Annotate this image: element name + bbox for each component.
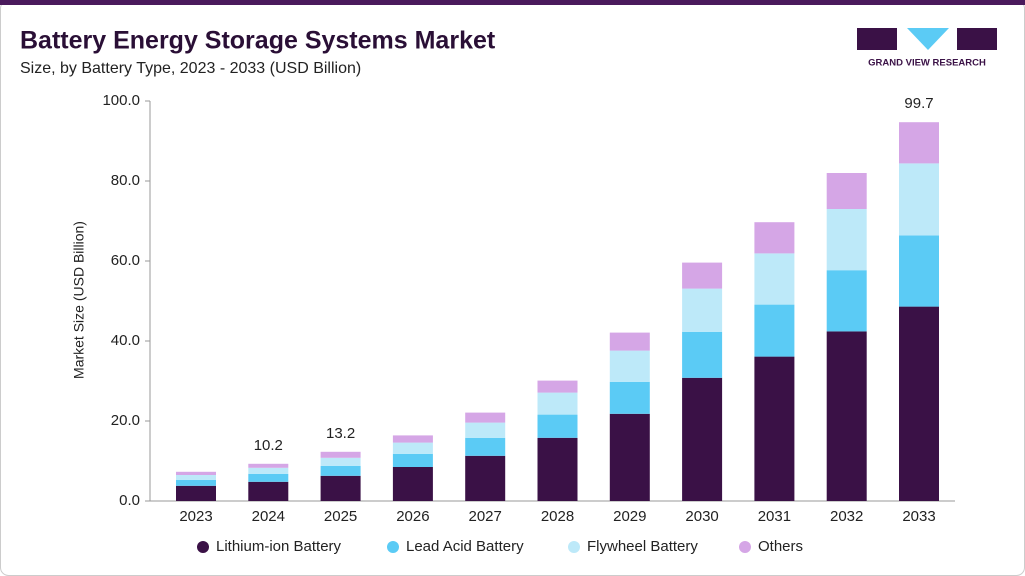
legend-label: Lithium-ion Battery <box>216 538 342 555</box>
x-tick-label: 2029 <box>613 508 646 525</box>
y-tick-label: 40.0 <box>111 332 140 349</box>
x-tick-label: 2033 <box>902 508 935 525</box>
bar-segment <box>754 253 795 305</box>
bar-segment <box>754 222 795 254</box>
y-tick-label: 100.0 <box>102 92 140 109</box>
bar-segment <box>392 467 433 501</box>
logo-triangle <box>907 28 949 50</box>
top-band <box>0 0 1025 5</box>
y-tick-label: 80.0 <box>111 172 140 189</box>
bar-segment <box>465 422 506 438</box>
bar-segment <box>899 306 939 501</box>
chart-subtitle: Size, by Battery Type, 2023 - 2033 (USD … <box>20 60 361 77</box>
bar-segment <box>176 471 216 475</box>
bar-segment <box>392 453 433 467</box>
bar-segment <box>609 350 650 382</box>
bar-segment <box>826 209 867 271</box>
bar-segment <box>537 414 578 438</box>
logo-text: GRAND VIEW RESEARCH <box>868 58 986 69</box>
bar-segment <box>537 392 578 415</box>
bar-segment <box>320 457 361 466</box>
bar-segment <box>537 380 578 393</box>
bar-segment <box>899 122 939 164</box>
x-tick-label: 2024 <box>252 508 285 525</box>
bar-segment <box>899 235 939 307</box>
total-label: 10.2 <box>254 437 283 454</box>
legend-label: Lead Acid Battery <box>406 538 524 555</box>
bar-segment <box>176 485 216 501</box>
bar-segment <box>248 467 289 474</box>
bar-segment <box>537 437 578 501</box>
y-tick-label: 20.0 <box>111 412 140 429</box>
legend-swatch <box>387 541 399 553</box>
legend-swatch <box>197 541 209 553</box>
bar-segment <box>682 262 723 289</box>
bar-segment <box>465 455 506 501</box>
logo-block <box>957 28 997 50</box>
bar-segment <box>320 475 361 501</box>
bar-segment <box>248 481 289 501</box>
legend-label: Others <box>758 538 803 555</box>
bar-segment <box>609 381 650 414</box>
bar-segment <box>826 173 867 209</box>
y-axis-label: Market Size (USD Billion) <box>71 221 87 379</box>
bar-segment <box>826 270 867 332</box>
bar-segment <box>392 442 433 454</box>
total-label: 99.7 <box>904 95 933 112</box>
x-tick-label: 2027 <box>469 508 502 525</box>
x-tick-label: 2026 <box>396 508 429 525</box>
x-tick-label: 2023 <box>179 508 212 525</box>
legend-swatch <box>568 541 580 553</box>
legend-swatch <box>739 541 751 553</box>
x-tick-label: 2032 <box>830 508 863 525</box>
x-tick-label: 2025 <box>324 508 357 525</box>
legend-label: Flywheel Battery <box>587 538 698 555</box>
total-label: 13.2 <box>326 425 355 442</box>
y-tick-label: 0.0 <box>119 492 140 509</box>
logo: GRAND VIEW RESEARCH <box>857 28 997 69</box>
y-tick-label: 60.0 <box>111 252 140 269</box>
bar-segment <box>609 332 650 351</box>
bar-segment <box>826 331 867 501</box>
bar-segment <box>609 413 650 501</box>
bar-segment <box>248 463 289 468</box>
bar-segment <box>392 435 433 443</box>
bar-segment <box>682 288 723 332</box>
bar-segment <box>176 479 216 486</box>
bar-segment <box>899 163 939 236</box>
x-tick-label: 2030 <box>685 508 718 525</box>
bar-segment <box>248 473 289 482</box>
bar-segment <box>320 451 361 458</box>
chart-title: Battery Energy Storage Systems Market <box>20 27 496 55</box>
bar-segment <box>176 475 216 480</box>
bar-segment <box>465 412 506 423</box>
bar-segment <box>465 437 506 456</box>
logo-block <box>857 28 897 50</box>
x-tick-label: 2031 <box>758 508 791 525</box>
bar-segment <box>682 331 723 378</box>
bar-segment <box>682 377 723 501</box>
bar-segment <box>754 304 795 357</box>
x-tick-label: 2028 <box>541 508 574 525</box>
bar-segment <box>754 356 795 501</box>
bar-segment <box>320 465 361 476</box>
